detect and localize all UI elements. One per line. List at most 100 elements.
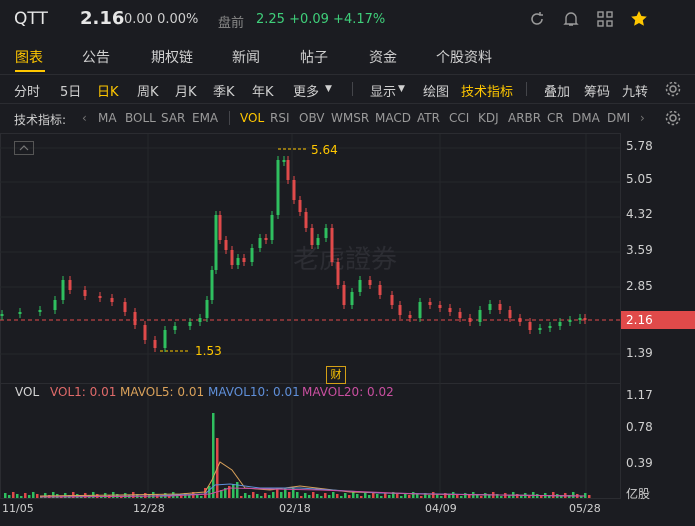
volume-bar — [144, 493, 147, 498]
volume-bar — [420, 496, 423, 498]
indicator-kdj[interactable]: KDJ — [478, 111, 499, 125]
indicator-label: 技术指标: — [14, 113, 67, 127]
period-intraday[interactable]: 分时 — [14, 85, 41, 100]
volume-bar — [16, 494, 19, 498]
candle-body — [68, 280, 72, 290]
volume-bar — [284, 488, 287, 498]
volume-bar — [448, 495, 451, 498]
candle-body — [378, 285, 382, 295]
volume-bar — [496, 494, 499, 498]
volume-bar — [392, 492, 395, 498]
more-dropdown[interactable]: 更多 — [293, 85, 320, 100]
period-daily[interactable]: 日K — [97, 85, 119, 100]
chevron-right-icon[interactable]: › — [640, 111, 645, 125]
volume-bar — [244, 493, 247, 498]
indicator-vol[interactable]: VOL — [240, 111, 265, 125]
candle-body — [408, 315, 412, 318]
candle-body — [538, 328, 542, 330]
tab-profile[interactable]: 个股资料 — [436, 50, 492, 66]
volume-bar — [336, 494, 339, 498]
indicator-dma[interactable]: DMA — [572, 111, 600, 125]
indicator-ma[interactable]: MA — [98, 111, 117, 125]
tab-news[interactable]: 新闻 — [232, 50, 260, 66]
period-monthly[interactable]: 月K — [175, 85, 197, 100]
volume-bar — [340, 496, 343, 498]
overlay-button[interactable]: 叠加 — [544, 85, 571, 100]
volume-bar — [320, 496, 323, 498]
indicator-cci[interactable]: CCI — [449, 111, 470, 125]
indicator-sar[interactable]: SAR — [161, 111, 186, 125]
volume-bar — [240, 496, 243, 498]
tab-posts[interactable]: 帖子 — [300, 50, 328, 66]
volume-bar — [316, 494, 319, 498]
volume-bar — [456, 494, 459, 498]
volume-bar — [428, 495, 431, 498]
current-price-tag: 2.16 — [621, 311, 695, 329]
indicator-boll[interactable]: BOLL — [125, 111, 156, 125]
volume-bar — [260, 496, 263, 498]
chevron-left-icon[interactable]: ‹ — [82, 111, 87, 125]
indicator-macd[interactable]: MACD — [375, 111, 411, 125]
vol-y-tick: 0.39 — [626, 456, 653, 470]
candle-body — [358, 280, 362, 292]
header: QTT 2.16 0.00 0.00% 盘前 2.25 +0.09 +4.17% — [0, 0, 695, 40]
tab-announcements[interactable]: 公告 — [82, 50, 110, 66]
display-dropdown[interactable]: 显示 — [370, 85, 397, 100]
period-5day[interactable]: 5日 — [60, 85, 82, 100]
indicator-wmsr[interactable]: WMSR — [331, 111, 370, 125]
indicator-obv[interactable]: OBV — [299, 111, 325, 125]
volume-bar — [396, 494, 399, 498]
period-yearly[interactable]: 年K — [252, 85, 274, 100]
volume-bar — [584, 493, 587, 498]
indicator-rsi[interactable]: RSI — [270, 111, 290, 125]
indicator-ema[interactable]: EMA — [192, 111, 219, 125]
candle-body — [310, 228, 314, 245]
period-weekly[interactable]: 周K — [137, 85, 159, 100]
settings-icon[interactable] — [664, 80, 682, 98]
max-price-annotation: 5.64 — [311, 143, 338, 157]
indicator-atr[interactable]: ATR — [417, 111, 440, 125]
volume-bar — [408, 495, 411, 498]
volume-bar — [152, 492, 155, 498]
volume-bar — [224, 488, 227, 498]
volume-bar — [272, 492, 275, 498]
candle-body — [133, 312, 137, 325]
volume-pane-frame — [0, 383, 621, 499]
tab-capital[interactable]: 资金 — [369, 50, 397, 66]
volume-bar — [500, 496, 503, 498]
candle-body — [578, 318, 582, 320]
volume-bar — [52, 492, 55, 498]
volume-bar — [24, 493, 27, 498]
candle-body — [438, 305, 442, 308]
indicators-button[interactable]: 技术指标 — [461, 85, 514, 100]
td9-button[interactable]: 九转 — [622, 85, 649, 100]
star-icon[interactable] — [630, 10, 648, 28]
candle-body — [153, 340, 157, 348]
last-price: 2.16 — [80, 8, 125, 29]
indicator-dmi[interactable]: DMI — [607, 111, 631, 125]
volume-bar — [368, 495, 371, 498]
mavol20-legend: MAVOL20: 0.02 — [302, 385, 394, 399]
premarket-label: 盘前 — [218, 16, 245, 31]
tab-options[interactable]: 期权链 — [151, 50, 193, 66]
price-change: 0.00 0.00% — [124, 12, 199, 27]
indicator-cr[interactable]: CR — [547, 111, 564, 125]
grid-icon[interactable] — [596, 10, 614, 28]
candle-body — [298, 200, 302, 212]
volume-bar — [236, 482, 239, 498]
indicator-arbr[interactable]: ARBR — [508, 111, 542, 125]
candle-body — [276, 160, 280, 215]
current-price-value: 2.16 — [626, 313, 653, 327]
settings-icon[interactable] — [664, 109, 682, 127]
volume-bar — [252, 492, 255, 498]
tab-chart[interactable]: 图表 — [15, 50, 43, 66]
draw-button[interactable]: 绘图 — [423, 85, 450, 100]
earnings-marker[interactable]: 财 — [326, 366, 346, 384]
bell-icon[interactable] — [562, 10, 580, 28]
period-quarterly[interactable]: 季K — [213, 85, 235, 100]
candle-body — [98, 296, 102, 298]
collapse-icon[interactable] — [14, 141, 34, 155]
chips-button[interactable]: 筹码 — [584, 85, 611, 100]
refresh-icon[interactable] — [528, 10, 546, 28]
